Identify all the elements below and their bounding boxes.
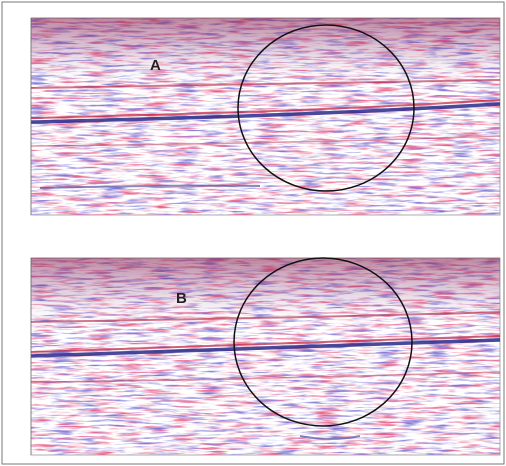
axis-ticks — [30, 17, 500, 215]
panel-label: A — [150, 57, 161, 74]
shallow-zone — [31, 258, 500, 328]
reflector — [31, 135, 500, 147]
reflector — [31, 371, 500, 383]
reflector — [31, 79, 500, 89]
reflector — [39, 184, 261, 189]
reflector — [31, 99, 500, 119]
axis-ticks — [30, 257, 500, 455]
reflector — [31, 335, 500, 353]
reflector — [299, 435, 361, 440]
reflector — [31, 338, 500, 358]
reflector — [31, 311, 500, 323]
panel-a: A — [30, 17, 501, 216]
shallow-zone — [31, 18, 500, 88]
panel-label: B — [176, 290, 187, 307]
highlight-circle — [233, 257, 413, 427]
panel-b: B — [30, 257, 501, 456]
reflector — [31, 102, 500, 124]
highlight-circle — [237, 24, 415, 192]
